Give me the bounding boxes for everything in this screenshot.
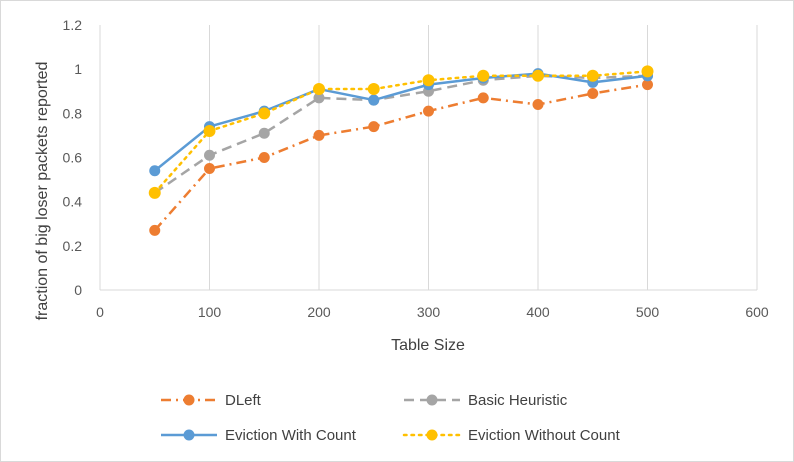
legend-label: Eviction Without Count [468,427,621,444]
y-tick-label: 0.2 [63,238,83,254]
data-point-eviction-without-count [258,107,271,120]
x-tick-label: 600 [745,304,769,320]
y-tick-label: 0.4 [63,194,83,210]
data-point-basic-heuristic [204,149,215,161]
data-point-dleft [423,105,434,117]
data-point-dleft [368,121,380,133]
y-tick-label: 1.2 [63,17,83,33]
legend-swatch-marker [183,394,195,406]
x-tick-label: 300 [417,304,441,320]
series-line-eviction-without-count [153,70,649,195]
y-tick-label: 0.8 [63,105,83,121]
data-point-dleft [587,87,599,99]
y-axis-title: fraction of big loser packets reported [34,62,51,321]
series-layer [148,65,654,236]
data-point-eviction-without-count [477,69,490,82]
data-point-dleft [642,79,653,91]
data-point-eviction-without-count [148,186,161,199]
series-line-eviction-with-count [153,72,648,172]
legend-swatch-marker [183,429,195,441]
data-point-dleft [258,152,270,163]
x-tick-label: 0 [96,304,104,320]
data-point-dleft [149,224,161,236]
legend-swatch-marker [426,394,438,406]
data-point-basic-heuristic [313,92,325,104]
x-tick-label: 400 [526,304,550,320]
data-point-eviction-with-count [149,165,161,177]
series-line-dleft [153,83,648,232]
legend-label: Basic Heuristic [468,392,568,409]
data-point-eviction-with-count [368,94,380,106]
data-point-eviction-without-count [641,65,654,78]
data-point-eviction-without-count [367,83,380,96]
data-point-eviction-without-count [313,83,325,96]
x-tick-label: 500 [636,304,660,320]
data-point-eviction-without-count [532,69,544,82]
y-tick-label: 0.6 [63,150,83,166]
data-point-dleft [204,163,215,175]
data-point-dleft [313,129,325,141]
y-tick-label: 1 [74,61,82,77]
x-tick-label: 200 [307,304,331,320]
data-point-dleft [532,99,544,110]
data-point-eviction-without-count [203,125,216,137]
x-tick-label: 100 [198,304,222,320]
legend-label: Eviction With Count [225,427,357,444]
legend-swatch-marker [426,429,438,441]
x-axis-title: Table Size [391,337,465,354]
gridlines [209,25,758,290]
y-tick-label: 0 [74,282,82,298]
data-point-dleft [477,92,489,104]
axes: 0 100 200 300 400 500 600 0 0.2 0.4 0.6 0.8 1 1.2 [63,17,769,320]
data-point-basic-heuristic [258,127,270,139]
legend: DLeft Basic Heuristic Eviction With Count E… [161,392,621,444]
legend-label: DLeft [225,392,262,409]
data-point-eviction-without-count [586,69,599,82]
data-point-eviction-without-count [422,74,435,87]
